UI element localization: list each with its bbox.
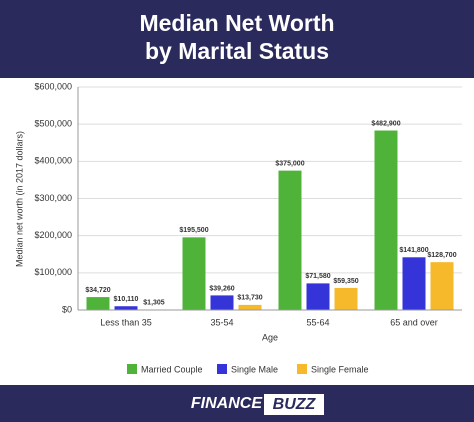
value-label: $375,000 — [275, 160, 304, 167]
value-label: $71,580 — [305, 273, 330, 280]
bar — [306, 283, 330, 310]
value-label: $141,800 — [399, 247, 428, 254]
value-label: $39,260 — [209, 285, 234, 292]
value-label: $59,350 — [333, 278, 358, 285]
bar — [114, 306, 138, 310]
value-label: $34,720 — [85, 287, 110, 294]
y-tick-label: $600,000 — [34, 81, 72, 91]
bar — [182, 237, 206, 310]
value-label: $128,700 — [427, 252, 456, 259]
chart-title: Median Net Worth — [139, 10, 334, 36]
bar — [86, 297, 110, 310]
header — [0, 0, 474, 78]
bar — [430, 262, 454, 310]
bar — [210, 295, 234, 310]
brand-highlight: BUZZ — [273, 396, 317, 413]
y-tick-label: $0 — [62, 304, 72, 314]
y-tick-label: $500,000 — [34, 119, 72, 129]
y-tick-label: $100,000 — [34, 267, 72, 277]
bar — [278, 170, 302, 310]
legend-label: Single Female — [311, 364, 369, 374]
y-tick-label: $200,000 — [34, 230, 72, 240]
legend-label: Married Couple — [141, 364, 203, 374]
bar — [402, 257, 426, 310]
legend-label: Single Male — [231, 364, 278, 374]
bar — [238, 304, 262, 310]
y-tick-label: $300,000 — [34, 193, 72, 203]
brand: FINANCE — [191, 395, 263, 412]
brand-box — [264, 394, 324, 415]
value-label: $1,305 — [143, 299, 165, 306]
x-tick-label: 35-54 — [210, 317, 233, 327]
bar — [374, 130, 398, 310]
chart-title: by Marital Status — [145, 38, 329, 64]
x-tick-label: 65 and over — [390, 317, 438, 327]
legend-swatch — [297, 364, 307, 374]
legend-swatch — [127, 364, 137, 374]
x-tick-label: 55-64 — [306, 317, 329, 327]
value-label: $13,730 — [237, 295, 262, 302]
value-label: $10,110 — [114, 296, 139, 303]
bar — [334, 287, 358, 310]
legend-swatch — [217, 364, 227, 374]
x-tick-label: Less than 35 — [100, 317, 152, 327]
y-tick-label: $400,000 — [34, 156, 72, 166]
footer — [0, 385, 474, 422]
x-axis-label: Age — [262, 332, 278, 342]
y-axis-label: Median net worth (in 2017 dollars) — [14, 131, 24, 267]
value-label: $482,900 — [371, 120, 400, 127]
value-label: $195,500 — [179, 227, 208, 234]
